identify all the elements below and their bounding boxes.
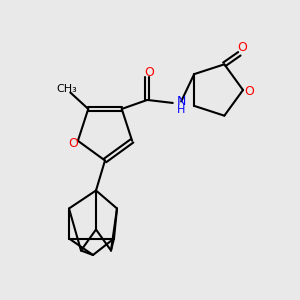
Text: CH₃: CH₃: [57, 84, 78, 94]
Text: H: H: [177, 104, 185, 115]
Text: N: N: [176, 95, 186, 108]
Text: O: O: [237, 41, 247, 54]
Text: O: O: [245, 85, 254, 98]
Text: O: O: [144, 65, 154, 79]
Text: O: O: [68, 137, 78, 150]
